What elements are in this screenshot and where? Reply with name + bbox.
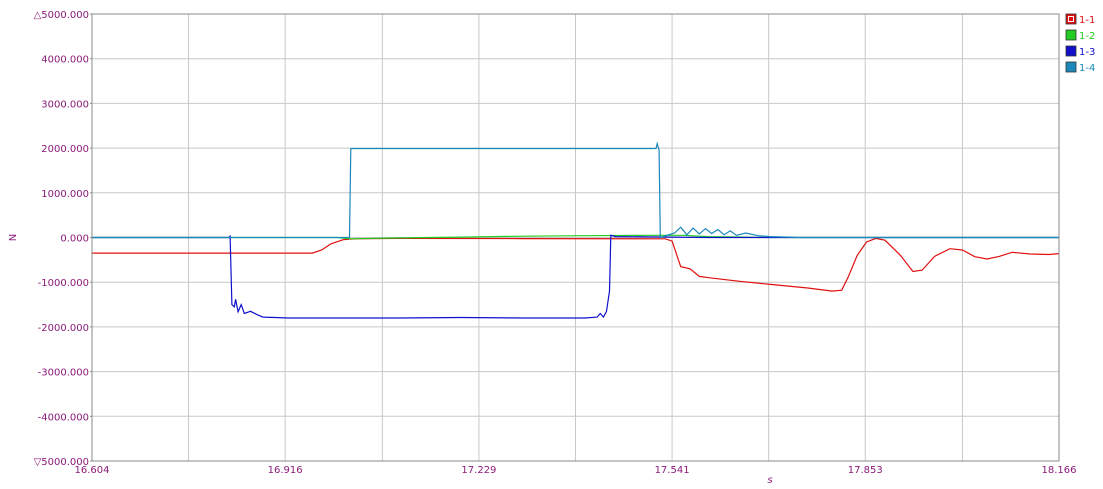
- series-line-1-4: [92, 141, 1059, 239]
- legend-swatch[interactable]: [1065, 13, 1077, 25]
- y-tick-label: 3000.000: [41, 99, 89, 110]
- y-tick-labels: △5000.000 4000.000 3000.000 2000.000 1000.00…: [34, 10, 92, 468]
- y-tick-label: 1000.000: [41, 189, 89, 200]
- x-tick-labels: 16.604 16.916 17.229 17.541 17.853 18.166: [75, 465, 1077, 476]
- legend-label: 1-1: [1079, 15, 1095, 26]
- legend-item-1-4[interactable]: 1-4: [1065, 61, 1095, 74]
- legend-item-1-1[interactable]: 1-1: [1065, 13, 1095, 26]
- legend-label: 1-2: [1079, 31, 1095, 42]
- series-line-1-3: [92, 234, 1059, 319]
- y-tick-label: 2000.000: [41, 144, 89, 155]
- legend-label: 1-4: [1079, 63, 1095, 74]
- x-axis-label: s: [767, 475, 772, 485]
- legend-swatch[interactable]: [1065, 29, 1077, 41]
- legend-swatch[interactable]: [1065, 61, 1077, 73]
- legend-item-1-2[interactable]: 1-2: [1065, 29, 1095, 42]
- series-layer: [92, 141, 1060, 319]
- legend-label: 1-3: [1079, 47, 1095, 58]
- y-tick-label: △5000.000: [34, 10, 89, 21]
- legend-swatch[interactable]: [1065, 45, 1077, 57]
- x-tick-label: 16.604: [75, 465, 110, 476]
- legend-selected-icon: [1068, 16, 1074, 22]
- legend[interactable]: 1-1 1-2 1-3 1-4: [1065, 13, 1095, 74]
- series-line-1-2: [92, 234, 1059, 240]
- x-tick-label: 17.229: [461, 465, 496, 476]
- y-tick-label: -4000.000: [38, 412, 89, 423]
- y-tick-label: 0.000: [60, 234, 89, 245]
- x-tick-label: 16.916: [268, 465, 303, 476]
- y-tick-label: 4000.000: [41, 55, 89, 66]
- x-tick-label: 18.166: [1042, 465, 1077, 476]
- y-tick-label: ▽5000.000: [34, 457, 89, 468]
- y-tick-label: -2000.000: [38, 323, 89, 334]
- y-axis-label: N: [8, 234, 19, 241]
- x-tick-label: 17.853: [848, 465, 883, 476]
- legend-item-1-3[interactable]: 1-3: [1065, 45, 1095, 58]
- y-tick-label: -1000.000: [38, 278, 89, 289]
- y-tick-label: -3000.000: [38, 368, 89, 379]
- x-tick-label: 17.541: [655, 465, 690, 476]
